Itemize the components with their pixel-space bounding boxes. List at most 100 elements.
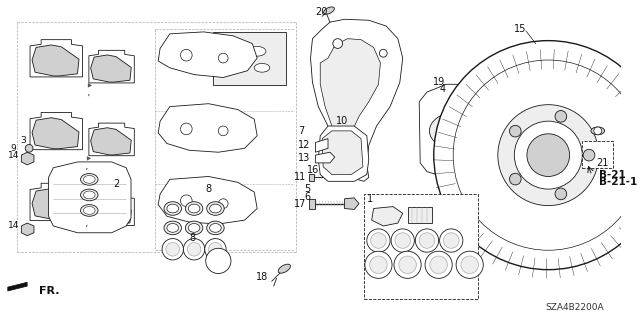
Text: 18: 18	[256, 272, 268, 282]
Circle shape	[515, 121, 582, 189]
Circle shape	[527, 134, 570, 176]
Circle shape	[218, 199, 228, 209]
Polygon shape	[91, 197, 131, 225]
Circle shape	[380, 49, 387, 57]
Polygon shape	[158, 104, 257, 152]
Text: 12: 12	[298, 140, 310, 151]
Circle shape	[371, 233, 386, 248]
Ellipse shape	[188, 224, 200, 232]
Polygon shape	[344, 198, 359, 210]
Polygon shape	[32, 118, 79, 149]
Circle shape	[399, 256, 416, 273]
Text: 21: 21	[596, 158, 609, 168]
Circle shape	[453, 60, 640, 250]
Circle shape	[509, 173, 521, 185]
Ellipse shape	[254, 63, 270, 72]
Polygon shape	[30, 183, 83, 220]
Circle shape	[450, 138, 456, 144]
Ellipse shape	[207, 202, 224, 215]
Polygon shape	[30, 40, 83, 77]
Text: 5: 5	[305, 184, 311, 194]
Polygon shape	[310, 19, 403, 181]
Bar	[214, 32, 286, 85]
Polygon shape	[158, 176, 257, 224]
Text: 14: 14	[8, 221, 19, 230]
Ellipse shape	[81, 189, 98, 201]
Text: ’: ’	[86, 94, 89, 104]
Polygon shape	[158, 32, 257, 78]
Circle shape	[425, 251, 452, 278]
Text: 19: 19	[433, 77, 445, 87]
Text: SZA4B2200A: SZA4B2200A	[545, 303, 604, 312]
Circle shape	[583, 149, 595, 161]
Text: 4: 4	[440, 84, 445, 94]
Ellipse shape	[81, 174, 98, 185]
Ellipse shape	[445, 123, 467, 139]
Bar	[582, 141, 613, 168]
Text: 7: 7	[298, 126, 304, 136]
Ellipse shape	[248, 47, 266, 56]
Text: 1: 1	[367, 194, 373, 204]
Polygon shape	[32, 189, 79, 219]
Circle shape	[162, 239, 184, 260]
Circle shape	[438, 129, 444, 135]
Circle shape	[498, 105, 599, 205]
Text: 16: 16	[307, 165, 319, 175]
Circle shape	[218, 53, 228, 63]
Polygon shape	[372, 207, 403, 226]
Polygon shape	[316, 152, 335, 163]
Circle shape	[367, 229, 390, 252]
Ellipse shape	[186, 221, 203, 235]
Polygon shape	[89, 50, 134, 83]
Circle shape	[209, 242, 222, 256]
Text: 2: 2	[113, 179, 120, 189]
Circle shape	[467, 133, 472, 139]
Polygon shape	[30, 112, 83, 150]
Circle shape	[594, 127, 602, 135]
Ellipse shape	[167, 204, 179, 213]
Circle shape	[188, 242, 201, 256]
Circle shape	[180, 49, 192, 61]
Polygon shape	[21, 223, 34, 236]
Text: 6: 6	[305, 192, 310, 202]
Ellipse shape	[164, 202, 182, 215]
Ellipse shape	[210, 204, 221, 213]
Polygon shape	[21, 152, 34, 165]
Ellipse shape	[188, 204, 200, 213]
Text: 17: 17	[294, 199, 307, 209]
Ellipse shape	[278, 264, 291, 273]
Circle shape	[395, 233, 410, 248]
Polygon shape	[322, 131, 363, 174]
Circle shape	[205, 248, 231, 273]
Ellipse shape	[186, 202, 203, 215]
Circle shape	[350, 166, 358, 174]
Circle shape	[205, 239, 226, 260]
Bar	[364, 194, 479, 299]
Ellipse shape	[164, 221, 182, 235]
Circle shape	[218, 126, 228, 136]
Circle shape	[370, 256, 387, 273]
Circle shape	[440, 229, 463, 252]
Ellipse shape	[591, 127, 605, 135]
Circle shape	[555, 188, 566, 200]
Text: 8: 8	[189, 233, 195, 243]
Polygon shape	[318, 126, 369, 181]
Polygon shape	[89, 123, 134, 156]
Polygon shape	[308, 199, 316, 209]
Polygon shape	[91, 128, 131, 155]
Circle shape	[509, 125, 521, 137]
Circle shape	[447, 118, 452, 124]
Ellipse shape	[81, 204, 98, 216]
Text: 11: 11	[294, 173, 307, 182]
Polygon shape	[89, 193, 134, 226]
Circle shape	[444, 233, 459, 248]
Circle shape	[415, 229, 438, 252]
Circle shape	[391, 229, 414, 252]
Circle shape	[430, 256, 447, 273]
Ellipse shape	[227, 59, 248, 71]
Ellipse shape	[83, 207, 95, 214]
Circle shape	[555, 111, 566, 122]
Ellipse shape	[207, 221, 224, 235]
Ellipse shape	[167, 224, 179, 232]
Circle shape	[333, 39, 342, 48]
